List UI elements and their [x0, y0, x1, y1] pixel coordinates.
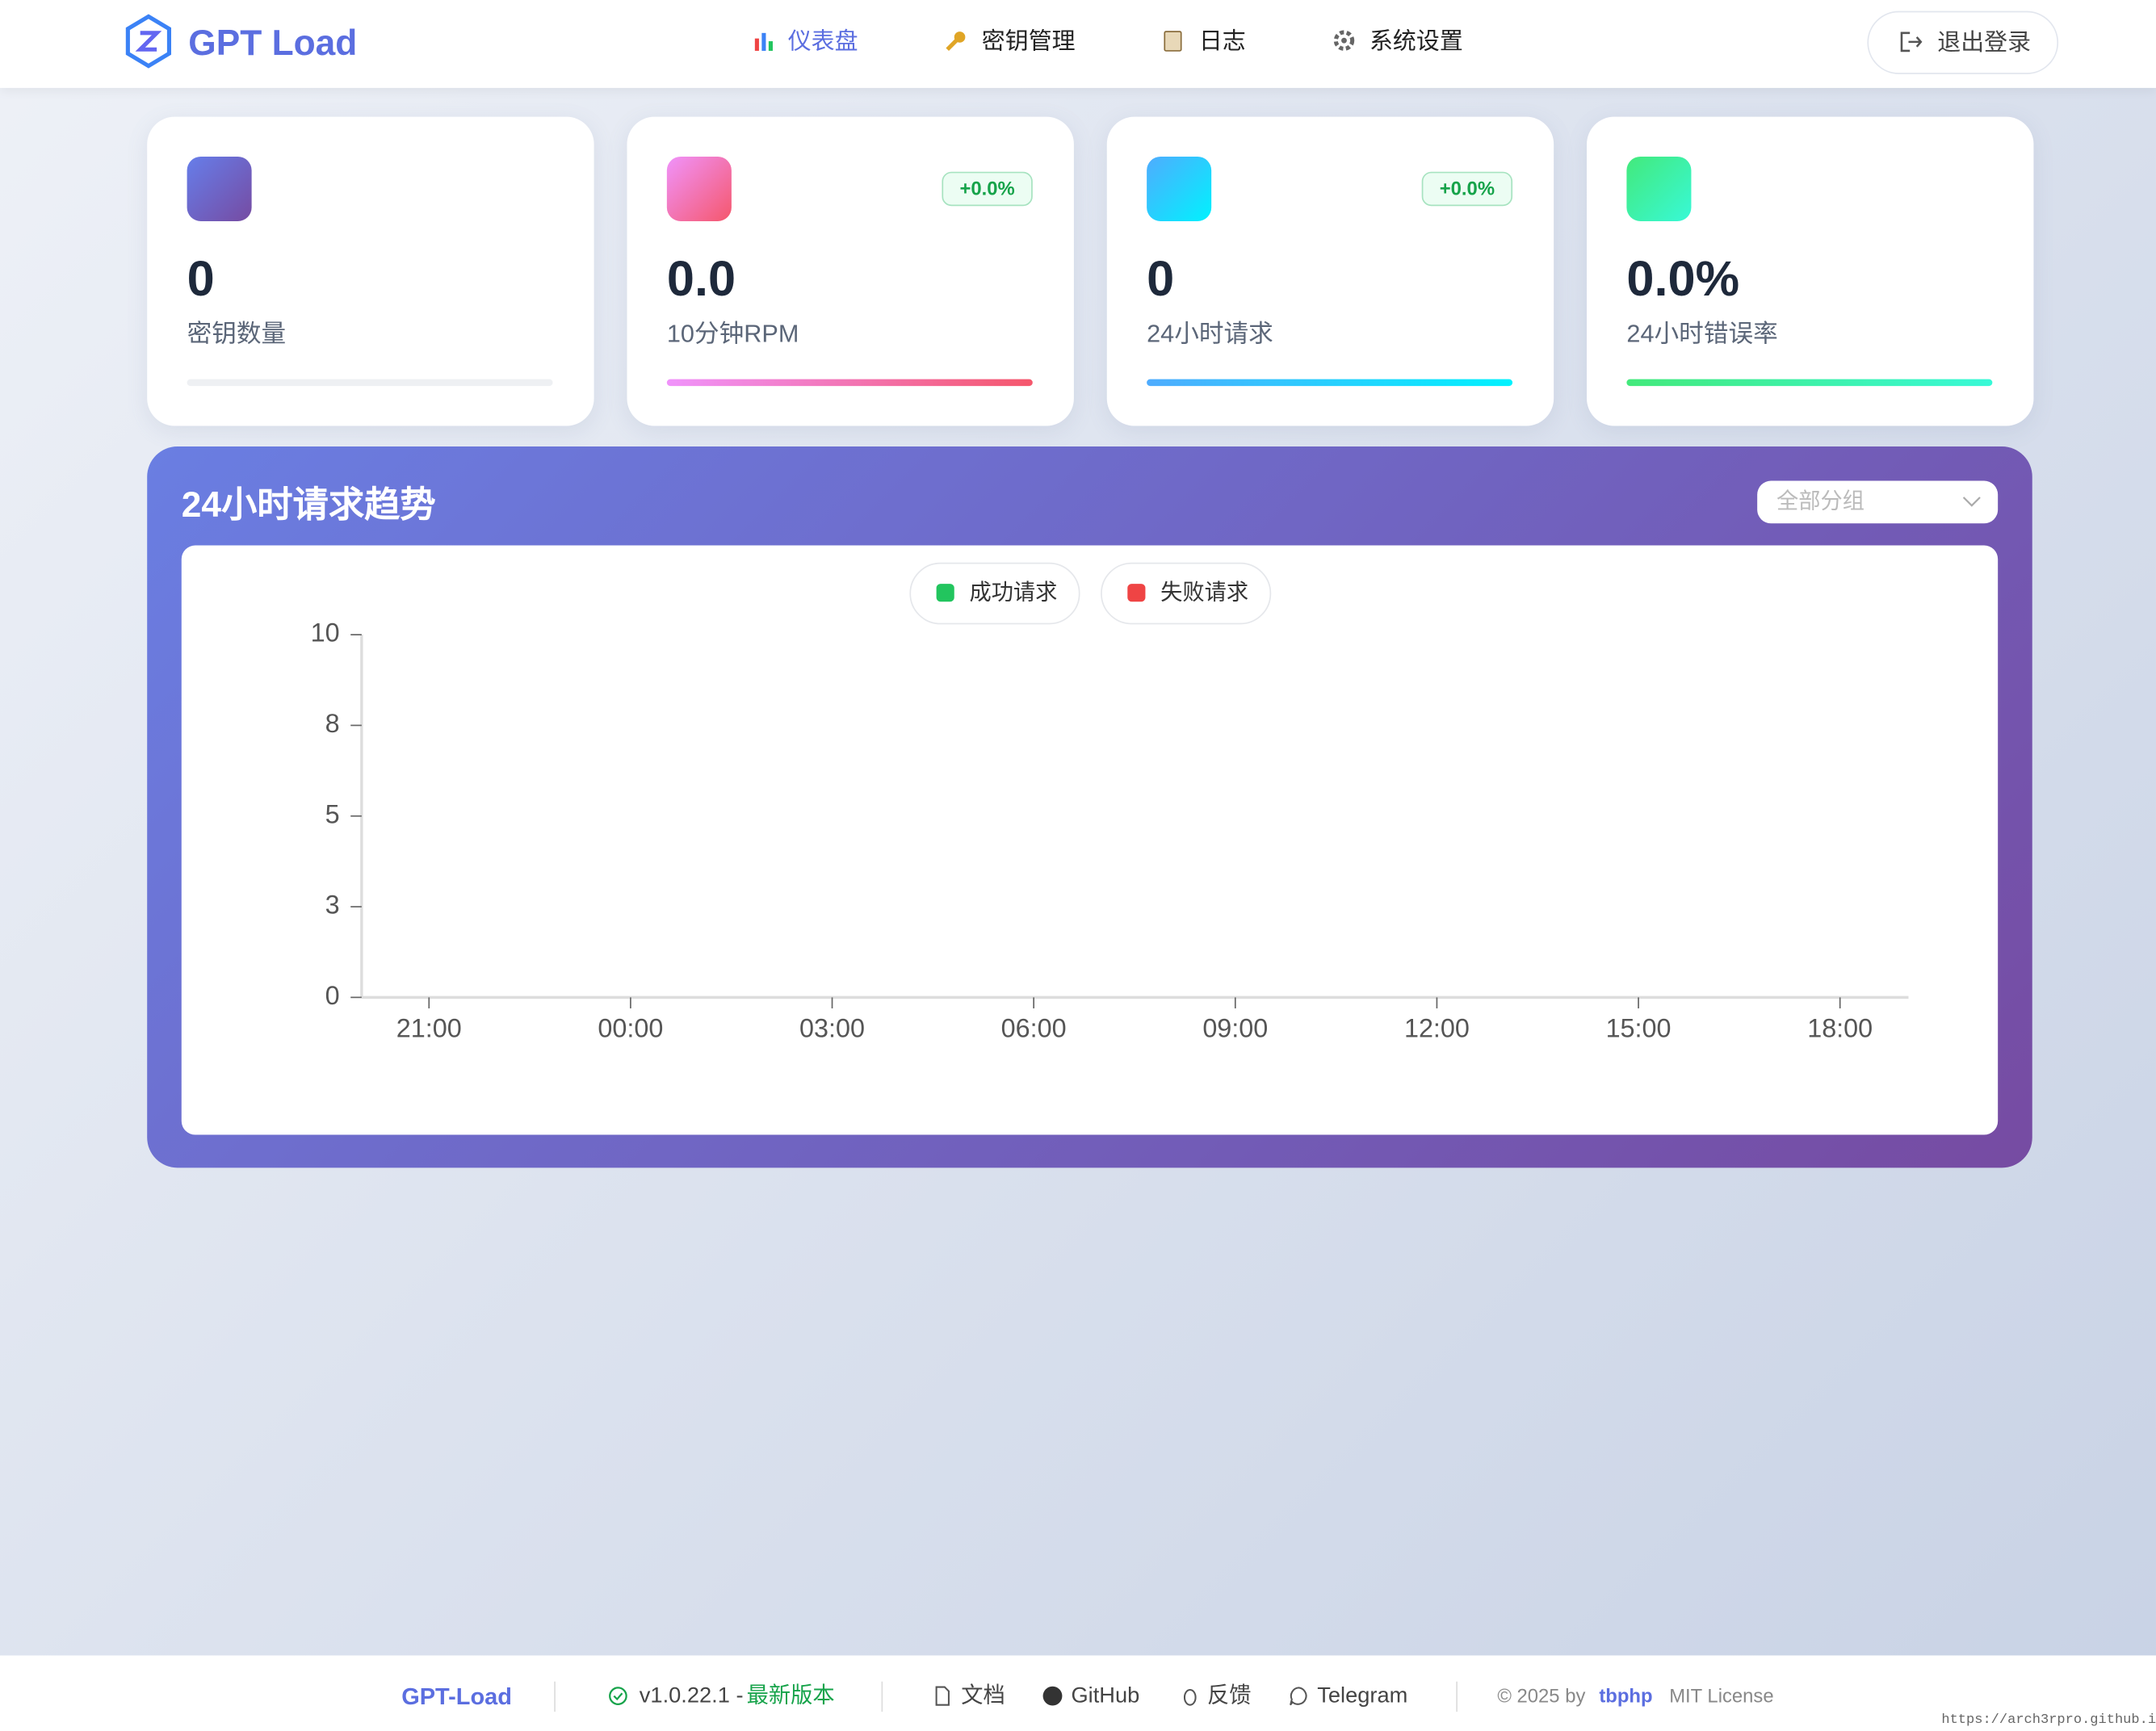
legend-label: 失败请求 [1160, 579, 1248, 604]
legend-pill [1101, 562, 1272, 625]
stat-icon [666, 156, 732, 221]
stat-badge: +0.0% [1421, 171, 1513, 207]
header [0, 0, 2156, 88]
stat-label: 24小时错误率 [1626, 320, 1778, 348]
separator [1456, 1681, 1458, 1712]
stat-value: 0 [1147, 249, 1175, 307]
stat-value: 0.0% [1626, 249, 1740, 307]
footer-link[interactable]: Telegram [1317, 1684, 1408, 1708]
stat-value: 0 [187, 249, 215, 307]
footer-copyright: © 2025 by [1497, 1684, 1586, 1707]
separator [881, 1681, 883, 1712]
x-tick-label: 15:00 [1606, 1014, 1672, 1043]
stat-label: 24小时请求 [1147, 320, 1273, 348]
stat-label: 密钥数量 [187, 320, 287, 348]
doc-icon [935, 1686, 950, 1706]
x-tick-label: 09:00 [1202, 1014, 1268, 1043]
x-tick-label: 21:00 [396, 1014, 462, 1043]
y-tick-label: 0 [325, 981, 340, 1010]
x-tick-label: 03:00 [799, 1014, 865, 1043]
stat-label: 10分钟RPM [666, 320, 799, 348]
separator [554, 1681, 556, 1712]
bug-icon [1183, 1688, 1197, 1706]
stat-icon [1626, 156, 1692, 221]
panel-title: 24小时请求趋势 [181, 483, 436, 526]
nav-icon [1333, 30, 1355, 51]
y-tick-label: 5 [325, 799, 340, 828]
stat-card: +0.0% 0 24小时请求 [1106, 116, 1554, 426]
footer-author[interactable]: tbphp [1599, 1684, 1653, 1707]
stat-bar [1147, 379, 1513, 387]
footer-license: MIT License [1669, 1684, 1774, 1707]
stat-bar [187, 379, 553, 387]
x-tick-label: 18:00 [1807, 1014, 1873, 1043]
stat-icon [1147, 156, 1212, 221]
legend-swatch [1127, 584, 1146, 602]
nav-item[interactable]: 系统设置 [1369, 27, 1463, 55]
nav-icon [946, 31, 966, 52]
logo-text: GPT Load [188, 22, 358, 64]
nav-item[interactable]: 仪表盘 [787, 27, 858, 55]
x-tick-label: 00:00 [598, 1014, 663, 1043]
footer-link[interactable]: GitHub [1071, 1684, 1140, 1708]
x-tick-label: 06:00 [1001, 1014, 1067, 1043]
nav-icon [1164, 31, 1182, 52]
logout-button[interactable] [1867, 10, 2059, 74]
stat-bar [666, 379, 1033, 387]
footer-link[interactable]: 文档 [961, 1684, 1005, 1708]
nav-item[interactable]: 密钥管理 [981, 27, 1076, 55]
footer-link[interactable]: 反馈 [1207, 1684, 1252, 1708]
check-icon [609, 1687, 627, 1705]
stat-card: 0.0% 24小时错误率 [1587, 116, 2034, 426]
footer-version: v1.0.22.1 - [639, 1684, 744, 1708]
select-arrow [1962, 497, 1981, 507]
y-tick-label: 8 [325, 709, 340, 738]
legend-pill [909, 562, 1080, 625]
chart-card [181, 545, 1999, 1135]
stat-bar [1626, 379, 1993, 387]
select-placeholder: 全部分组 [1776, 490, 1865, 514]
group-select[interactable] [1757, 480, 1999, 524]
logout-text: 退出登录 [1937, 29, 2032, 56]
watermark: https://arch3rpro.github.io/ [1941, 1712, 2156, 1729]
y-tick-label: 3 [325, 891, 340, 920]
nav-icon [754, 32, 773, 51]
logo-icon [125, 14, 171, 69]
stat-card: +0.0% 0.0 10分钟RPM [627, 116, 1074, 426]
logout-icon [1900, 31, 1923, 52]
chat-icon [1290, 1687, 1307, 1706]
legend-swatch [936, 584, 954, 602]
stat-value: 0.0 [666, 249, 736, 307]
stat-card: 0 密钥数量 [147, 116, 594, 426]
footer-status: 最新版本 [746, 1684, 835, 1708]
stat-icon [187, 156, 252, 221]
nav-item[interactable]: 日志 [1198, 27, 1246, 55]
footer-brand: GPT-Load [401, 1683, 512, 1710]
github-icon [1042, 1686, 1063, 1706]
footer [0, 1655, 2156, 1731]
legend-label: 成功请求 [969, 579, 1057, 604]
x-tick-label: 12:00 [1404, 1014, 1470, 1043]
stat-badge: +0.0% [942, 171, 1033, 207]
y-tick-label: 10 [311, 618, 340, 648]
